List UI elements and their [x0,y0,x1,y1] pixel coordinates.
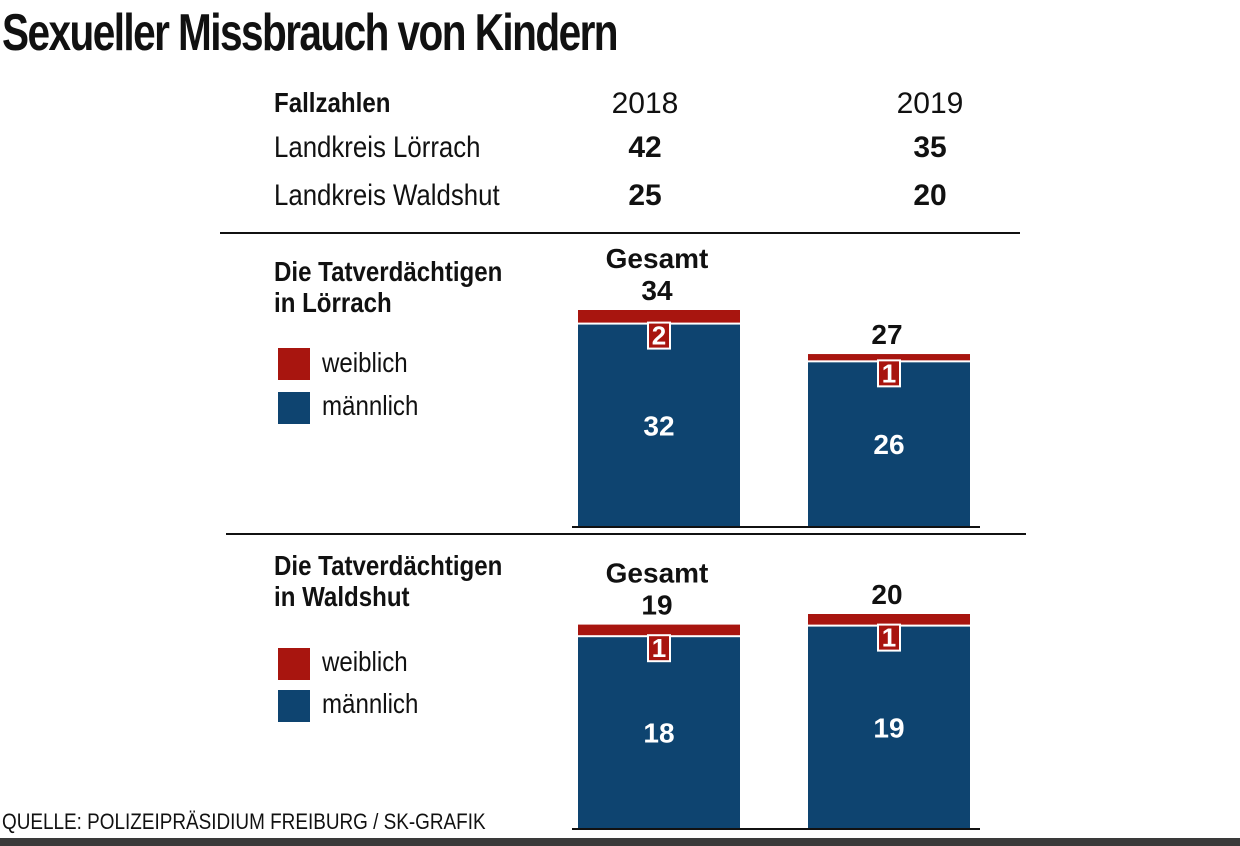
bottom-bar [0,838,1240,846]
female-value-badge [647,321,671,350]
bar-value-label-male: 32 [643,410,674,441]
total-caption: Gesamt [606,558,709,589]
section-title-waldshut-line1: Die Tatverdächtigen [274,550,503,581]
legend-label-male: männlich [322,688,419,719]
bar-segment-female [578,310,740,323]
bar-total-label: 34 [641,275,673,306]
table-year-2019: 2019 [896,87,964,120]
female-value-badge [647,634,671,663]
legend-swatch-male [278,392,310,424]
bar-value-label-female: 1 [882,358,896,388]
bar-total-label: 27 [871,319,902,350]
table-row-label: Landkreis Lörrach [274,131,481,164]
bar-segment-female [578,624,740,636]
bar-segment-female [808,614,970,625]
table-row-label: Landkreis Waldshut [274,179,500,212]
section-title-loerrach-line2: in Lörrach [274,287,392,318]
table-cell: 20 [913,179,947,212]
bar-value-label-female: 2 [652,321,666,351]
table-year-2018: 2018 [611,87,679,120]
bar-segment-male [808,626,970,828]
bar-value-label-male: 18 [643,718,674,749]
female-value-badge [877,359,901,388]
divider [226,533,1026,535]
bar-segment-female [808,354,970,361]
table-cell: 25 [628,179,662,212]
bar-value-label-female: 1 [882,623,896,653]
table-header: Fallzahlen [274,87,391,118]
bar-segment-male [808,362,970,526]
legend-label-female: weiblich [322,646,408,677]
bar-total-label: 20 [871,579,902,610]
legend-label-female: weiblich [322,347,408,378]
legend-swatch-male [278,690,310,722]
female-value-badge [877,623,901,652]
bar-segment-male [578,637,740,828]
divider [220,232,1020,234]
bar-total-label: 19 [641,590,672,621]
section-title-waldshut-line2: in Waldshut [274,581,410,612]
legend-label-male: männlich [322,390,419,421]
source-note: QUELLE: POLIZEIPRÄSIDIUM FREIBURG / SK-G… [2,809,486,834]
bar-value-label-male: 26 [873,429,904,460]
total-caption: Gesamt [606,243,709,274]
legend-swatch-female [278,348,310,380]
bar-value-label-female: 1 [652,633,666,663]
chart-title: Sexueller Missbrauch von Kindern [2,4,619,62]
legend-swatch-female [278,648,310,680]
table-cell: 42 [628,131,662,164]
bar-segment-male [578,324,740,526]
bar-value-label-male: 19 [873,712,904,743]
table-cell: 35 [913,131,947,164]
section-title-loerrach-line1: Die Tatverdächtigen [274,256,503,287]
